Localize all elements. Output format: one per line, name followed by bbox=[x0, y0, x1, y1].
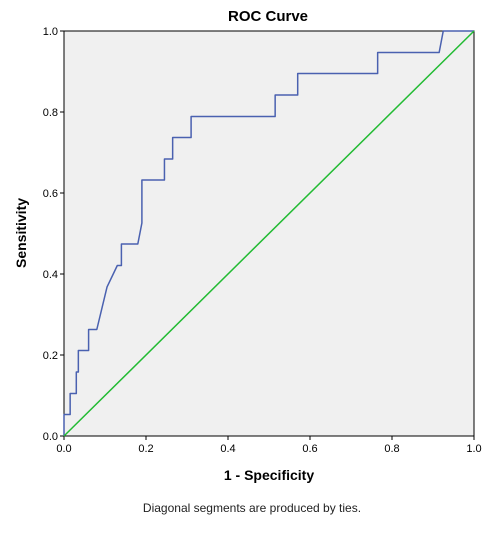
x-tick-label: 0.8 bbox=[384, 443, 399, 455]
x-axis-label: 1 - Specificity bbox=[224, 467, 314, 483]
y-tick-label: 1.0 bbox=[43, 26, 58, 38]
x-tick-label: 0.6 bbox=[302, 443, 317, 455]
chart-title: ROC Curve bbox=[228, 8, 308, 25]
y-axis-label: Sensitivity bbox=[13, 198, 29, 268]
chart-footnote: Diagonal segments are produced by ties. bbox=[143, 501, 361, 515]
y-tick-label: 0.0 bbox=[43, 431, 58, 443]
y-tick-label: 0.4 bbox=[43, 269, 58, 281]
y-tick-label: 0.6 bbox=[43, 188, 58, 200]
reference-diagonal-line bbox=[63, 30, 475, 437]
x-axis-ticks: 0.0 0.2 0.4 0.6 0.8 1.0 bbox=[56, 436, 482, 455]
x-tick-label: 1.0 bbox=[466, 443, 481, 455]
y-tick-label: 0.8 bbox=[43, 107, 58, 119]
x-tick-label: 0.4 bbox=[220, 443, 235, 455]
series-layer bbox=[63, 30, 475, 437]
y-axis-ticks: 0.0 0.2 0.4 0.6 0.8 1.0 bbox=[43, 26, 64, 443]
roc-curve-line bbox=[63, 30, 474, 436]
y-tick-label: 0.2 bbox=[43, 350, 58, 362]
x-tick-label: 0.0 bbox=[56, 443, 71, 455]
x-tick-label: 0.2 bbox=[138, 443, 153, 455]
